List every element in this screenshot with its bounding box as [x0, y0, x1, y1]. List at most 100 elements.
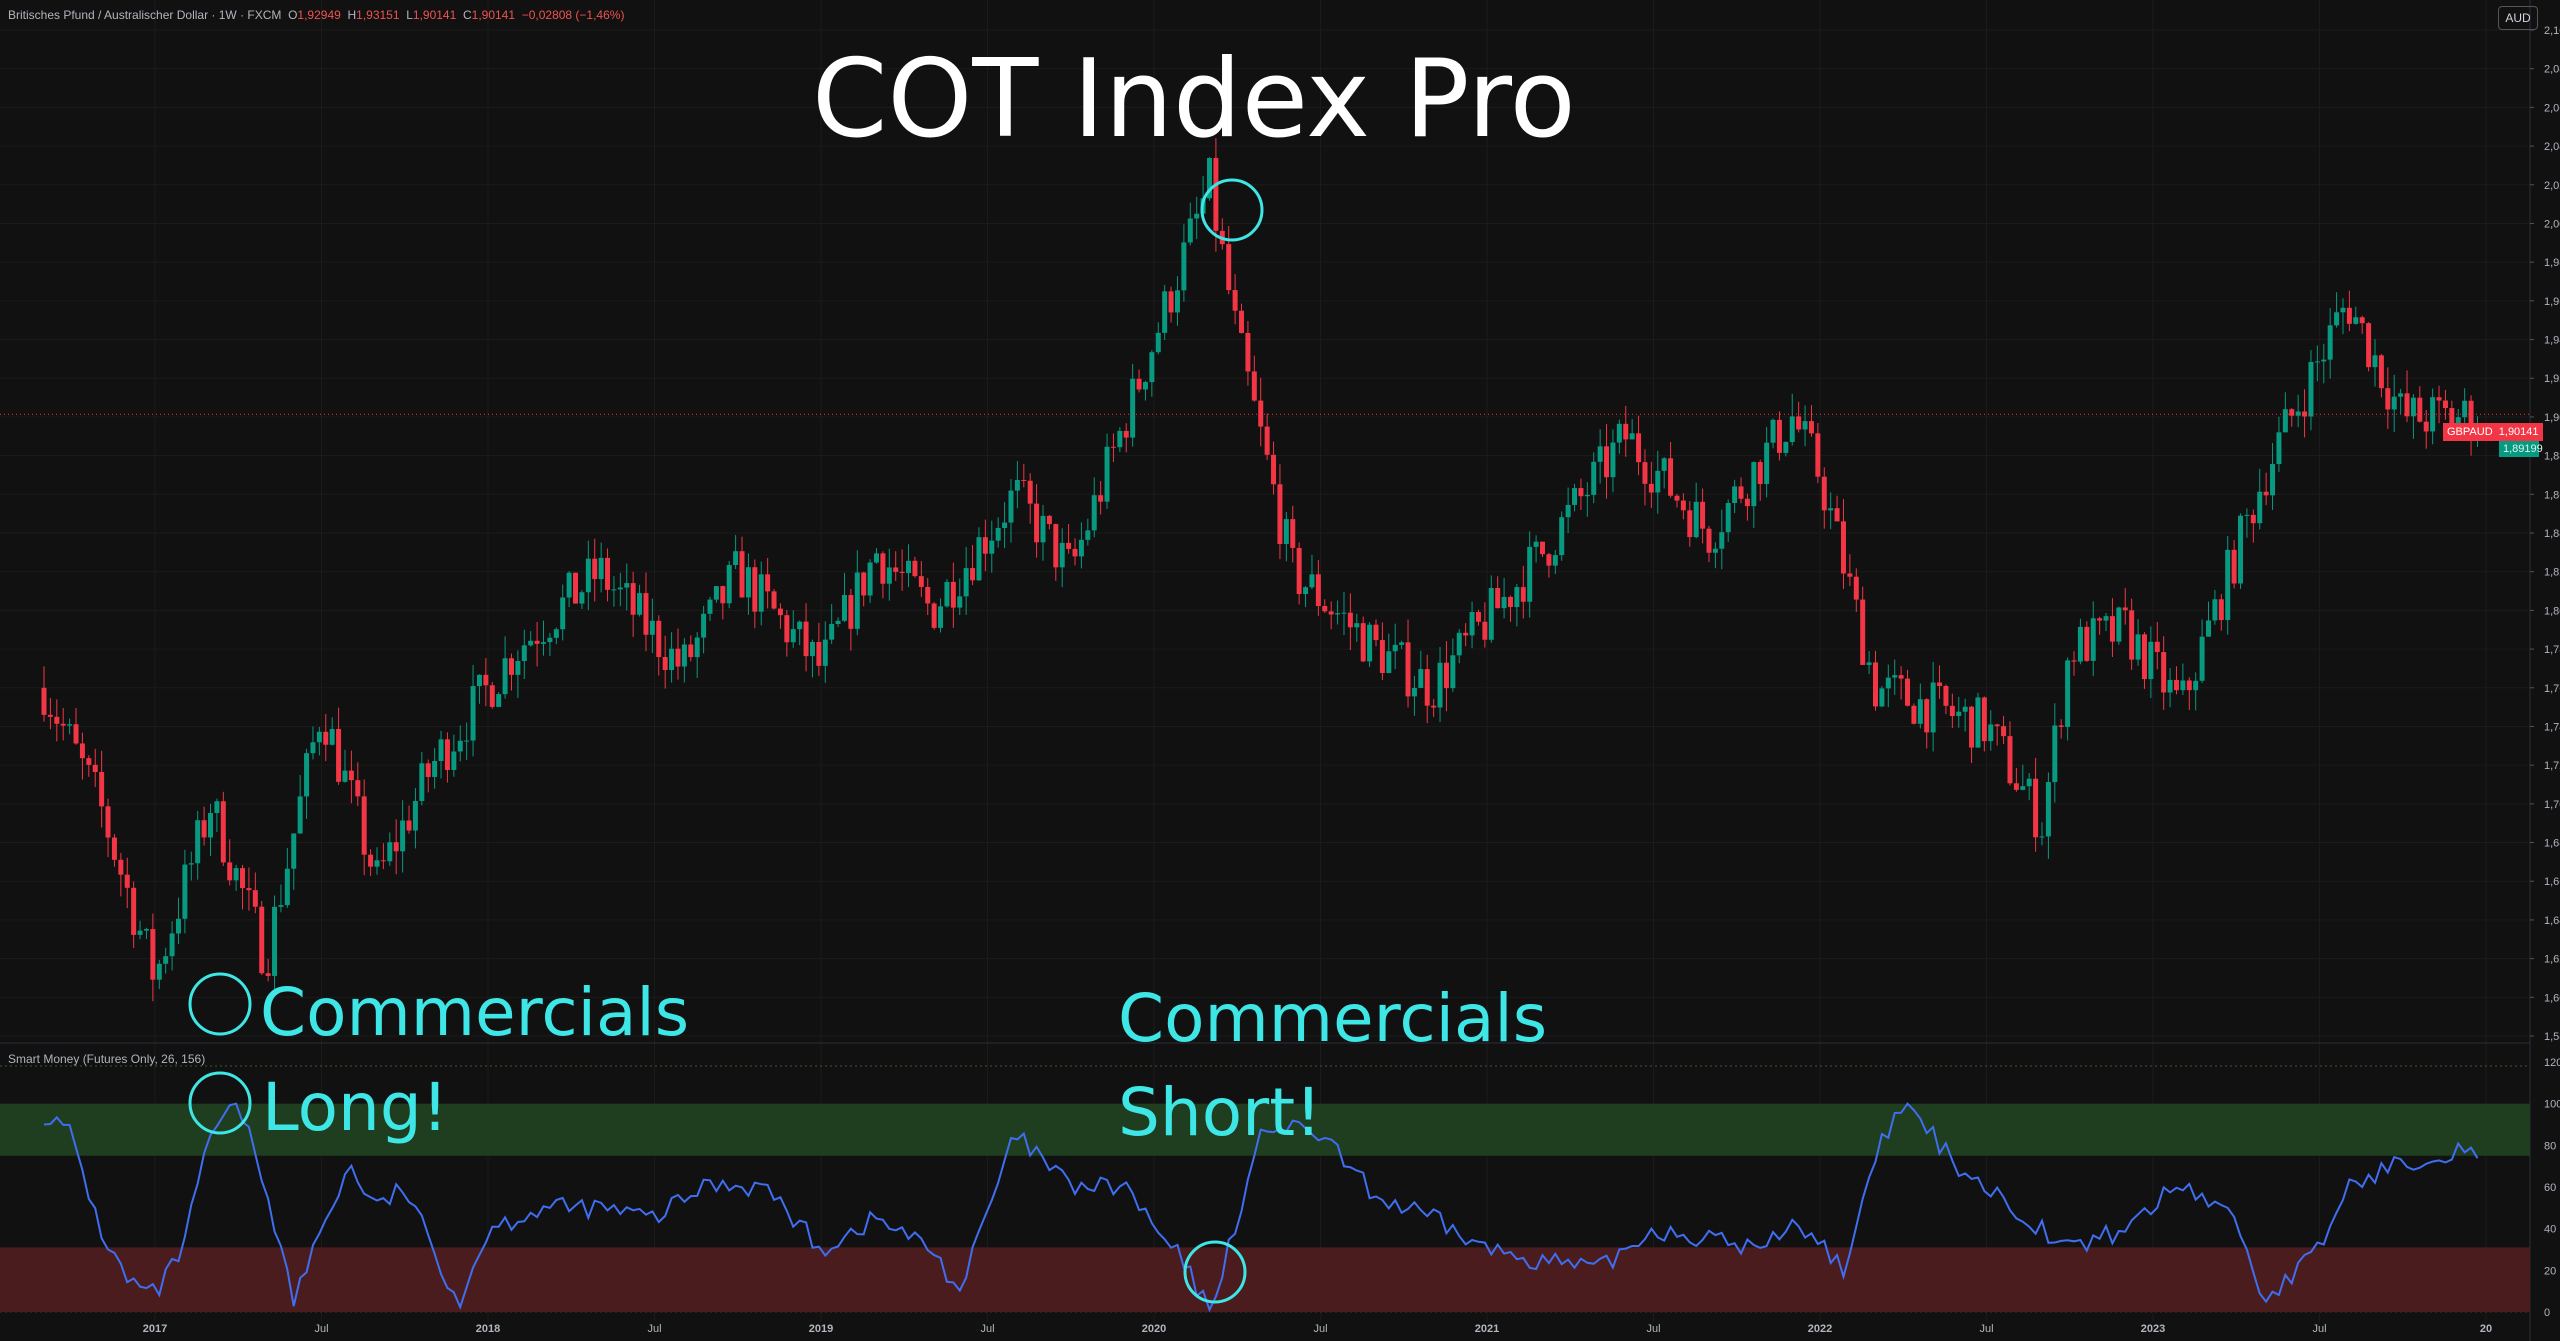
- candle[interactable]: [2398, 388, 2404, 414]
- candle[interactable]: [2167, 668, 2173, 708]
- candle[interactable]: [1059, 528, 1065, 588]
- candle[interactable]: [1123, 423, 1129, 453]
- candle[interactable]: [1764, 426, 1770, 498]
- candle[interactable]: [1802, 405, 1808, 447]
- candle[interactable]: [2212, 589, 2218, 625]
- candle[interactable]: [675, 628, 681, 680]
- candle[interactable]: [1930, 661, 1936, 752]
- candle[interactable]: [1232, 274, 1238, 325]
- candle[interactable]: [1207, 157, 1212, 201]
- candle[interactable]: [2340, 298, 2346, 335]
- candle[interactable]: [1975, 692, 1981, 748]
- candle[interactable]: [1514, 584, 1520, 627]
- candle[interactable]: [1379, 622, 1385, 681]
- candle[interactable]: [99, 750, 105, 828]
- candle[interactable]: [1405, 619, 1411, 708]
- candle[interactable]: [598, 542, 604, 593]
- candle[interactable]: [1604, 424, 1610, 499]
- candle[interactable]: [1834, 495, 1840, 522]
- candle[interactable]: [464, 722, 470, 760]
- candle[interactable]: [406, 805, 412, 834]
- candle[interactable]: [854, 550, 860, 636]
- candle[interactable]: [784, 609, 790, 657]
- candle[interactable]: [1040, 505, 1046, 561]
- candle[interactable]: [1565, 487, 1571, 533]
- candle[interactable]: [1315, 560, 1321, 616]
- candle[interactable]: [508, 653, 514, 691]
- candle[interactable]: [630, 571, 636, 637]
- candle[interactable]: [752, 559, 758, 629]
- candle[interactable]: [304, 748, 310, 819]
- currency-button[interactable]: AUD: [2498, 6, 2538, 30]
- candle[interactable]: [624, 563, 630, 611]
- candle[interactable]: [1668, 442, 1674, 498]
- candle[interactable]: [1456, 629, 1462, 664]
- candle[interactable]: [412, 788, 418, 849]
- candle[interactable]: [1770, 418, 1776, 449]
- candle[interactable]: [2430, 388, 2436, 445]
- candle[interactable]: [2385, 367, 2391, 429]
- candle[interactable]: [1117, 427, 1123, 453]
- candle[interactable]: [874, 548, 879, 564]
- candle[interactable]: [976, 527, 982, 582]
- candle[interactable]: [2289, 408, 2295, 427]
- candle[interactable]: [2282, 392, 2288, 433]
- candle[interactable]: [771, 589, 777, 610]
- candle[interactable]: [297, 775, 303, 834]
- candle[interactable]: [284, 847, 290, 908]
- candle[interactable]: [2045, 772, 2051, 859]
- candle[interactable]: [592, 538, 598, 602]
- candle[interactable]: [2270, 442, 2276, 510]
- candle[interactable]: [1629, 419, 1635, 440]
- candle[interactable]: [2314, 345, 2320, 382]
- candle[interactable]: [425, 759, 431, 793]
- candle[interactable]: [528, 631, 534, 647]
- candle[interactable]: [195, 811, 201, 880]
- candle[interactable]: [2308, 350, 2314, 431]
- candle[interactable]: [1277, 464, 1283, 560]
- candle[interactable]: [1725, 499, 1731, 542]
- candle[interactable]: [611, 576, 617, 607]
- candle[interactable]: [835, 617, 841, 627]
- candle[interactable]: [1290, 505, 1296, 563]
- candle[interactable]: [1463, 623, 1469, 647]
- candle[interactable]: [1732, 479, 1738, 514]
- candle[interactable]: [1174, 276, 1180, 326]
- candle[interactable]: [1360, 616, 1366, 663]
- candle[interactable]: [2186, 677, 2192, 710]
- candle[interactable]: [1136, 369, 1142, 393]
- candle[interactable]: [1091, 477, 1097, 538]
- candle[interactable]: [2359, 315, 2365, 334]
- candle[interactable]: [1424, 654, 1430, 724]
- candle[interactable]: [1354, 613, 1360, 642]
- candle[interactable]: [1917, 683, 1923, 729]
- candle[interactable]: [1392, 623, 1398, 670]
- candle[interactable]: [214, 798, 220, 833]
- candle[interactable]: [1988, 710, 1994, 751]
- candle[interactable]: [252, 872, 258, 914]
- candle[interactable]: [220, 791, 226, 867]
- candle[interactable]: [739, 536, 745, 598]
- candle[interactable]: [1757, 459, 1763, 501]
- candle[interactable]: [765, 558, 771, 609]
- candle[interactable]: [1386, 633, 1392, 674]
- candle[interactable]: [1283, 511, 1289, 562]
- candle[interactable]: [387, 832, 393, 866]
- candle[interactable]: [489, 682, 495, 709]
- candle[interactable]: [2097, 616, 2103, 635]
- candle[interactable]: [41, 666, 47, 722]
- candle[interactable]: [1104, 433, 1110, 509]
- candle[interactable]: [2321, 343, 2327, 384]
- candle[interactable]: [1475, 609, 1481, 626]
- candle[interactable]: [1002, 502, 1008, 549]
- candle[interactable]: [2353, 306, 2359, 325]
- candle[interactable]: [886, 548, 892, 601]
- candle[interactable]: [2334, 292, 2340, 328]
- candle[interactable]: [2250, 509, 2256, 543]
- candle[interactable]: [1303, 586, 1309, 608]
- candle[interactable]: [2327, 308, 2333, 379]
- candle[interactable]: [1328, 601, 1334, 630]
- candle[interactable]: [240, 864, 246, 910]
- candle[interactable]: [1840, 499, 1846, 589]
